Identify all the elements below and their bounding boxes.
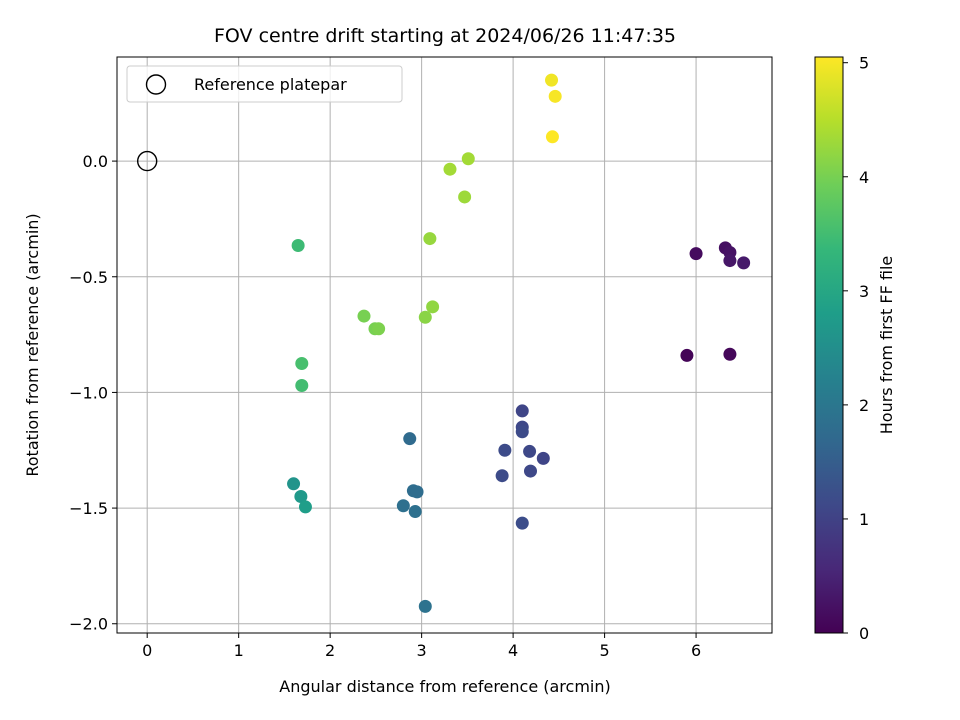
x-tick-label: 2 xyxy=(325,641,335,660)
data-point xyxy=(396,499,410,513)
data-point xyxy=(515,425,529,439)
data-point xyxy=(536,451,550,465)
y-tick-label: −0.5 xyxy=(69,268,108,287)
data-point xyxy=(291,239,305,253)
data-point xyxy=(426,300,440,314)
grid-lines xyxy=(117,57,772,633)
colorbar-tick-label: 4 xyxy=(859,168,869,187)
colorbar-tick-label: 0 xyxy=(859,624,869,643)
data-point xyxy=(372,322,386,336)
colorbar-title: Hours from first FF file xyxy=(877,256,896,435)
x-tick-label: 0 xyxy=(142,641,152,660)
y-tick-label: −2.0 xyxy=(69,615,108,634)
data-point xyxy=(295,378,309,392)
x-axis-ticks: 0 1 2 3 4 5 6 xyxy=(142,633,701,660)
data-point xyxy=(545,73,559,87)
data-points xyxy=(287,73,751,613)
data-point xyxy=(498,443,512,457)
legend-label-reference: Reference platepar xyxy=(194,75,347,94)
data-point xyxy=(418,310,432,324)
y-axis-title: Rotation from reference (arcmin) xyxy=(23,213,42,476)
data-point xyxy=(410,485,424,499)
data-point xyxy=(723,254,737,268)
y-tick-label: 0.0 xyxy=(83,152,108,171)
colorbar-tick-label: 2 xyxy=(859,396,869,415)
reference-platepar-marker xyxy=(136,150,158,172)
data-point xyxy=(548,89,562,103)
x-tick-label: 4 xyxy=(508,641,518,660)
data-point xyxy=(545,130,559,144)
x-axis-title: Angular distance from reference (arcmin) xyxy=(279,677,610,696)
data-point xyxy=(461,152,475,166)
colorbar-tick-label: 5 xyxy=(859,54,869,73)
x-tick-label: 1 xyxy=(234,641,244,660)
x-tick-label: 6 xyxy=(691,641,701,660)
colorbar-tick-label: 1 xyxy=(859,510,869,529)
data-point xyxy=(723,347,737,361)
colorbar-tick-label: 3 xyxy=(859,282,869,301)
y-tick-label: −1.5 xyxy=(69,499,108,518)
data-point xyxy=(689,247,703,261)
data-point xyxy=(458,190,472,204)
data-point xyxy=(680,348,694,362)
data-point xyxy=(408,505,422,519)
data-point xyxy=(423,232,437,246)
data-point xyxy=(737,256,751,270)
colorbar xyxy=(815,57,843,633)
data-point xyxy=(418,599,432,613)
data-point xyxy=(294,490,308,504)
y-axis-ticks: 0.0 −0.5 −1.0 −1.5 −2.0 xyxy=(69,152,117,634)
colorbar-ticks: 0 1 2 3 4 5 xyxy=(843,54,869,643)
x-tick-label: 5 xyxy=(599,641,609,660)
data-point xyxy=(515,516,529,530)
data-point xyxy=(523,464,537,478)
plot-frame xyxy=(116,56,773,634)
data-point xyxy=(295,357,309,371)
data-point xyxy=(443,162,457,176)
data-point xyxy=(287,477,301,491)
x-tick-label: 3 xyxy=(417,641,427,660)
data-point xyxy=(495,469,509,483)
legend-box xyxy=(126,65,403,103)
chart-title: FOV centre drift starting at 2024/06/26 … xyxy=(214,25,676,47)
data-point xyxy=(298,500,312,514)
legend-marker-reference xyxy=(145,74,167,95)
colorbar-frame xyxy=(814,56,844,634)
legend: Reference platepar xyxy=(126,65,403,103)
data-point xyxy=(523,444,537,458)
reference-point xyxy=(136,150,158,172)
data-point xyxy=(357,309,371,323)
data-point xyxy=(403,432,417,446)
data-point xyxy=(515,404,529,418)
y-tick-label: −1.0 xyxy=(69,383,108,402)
